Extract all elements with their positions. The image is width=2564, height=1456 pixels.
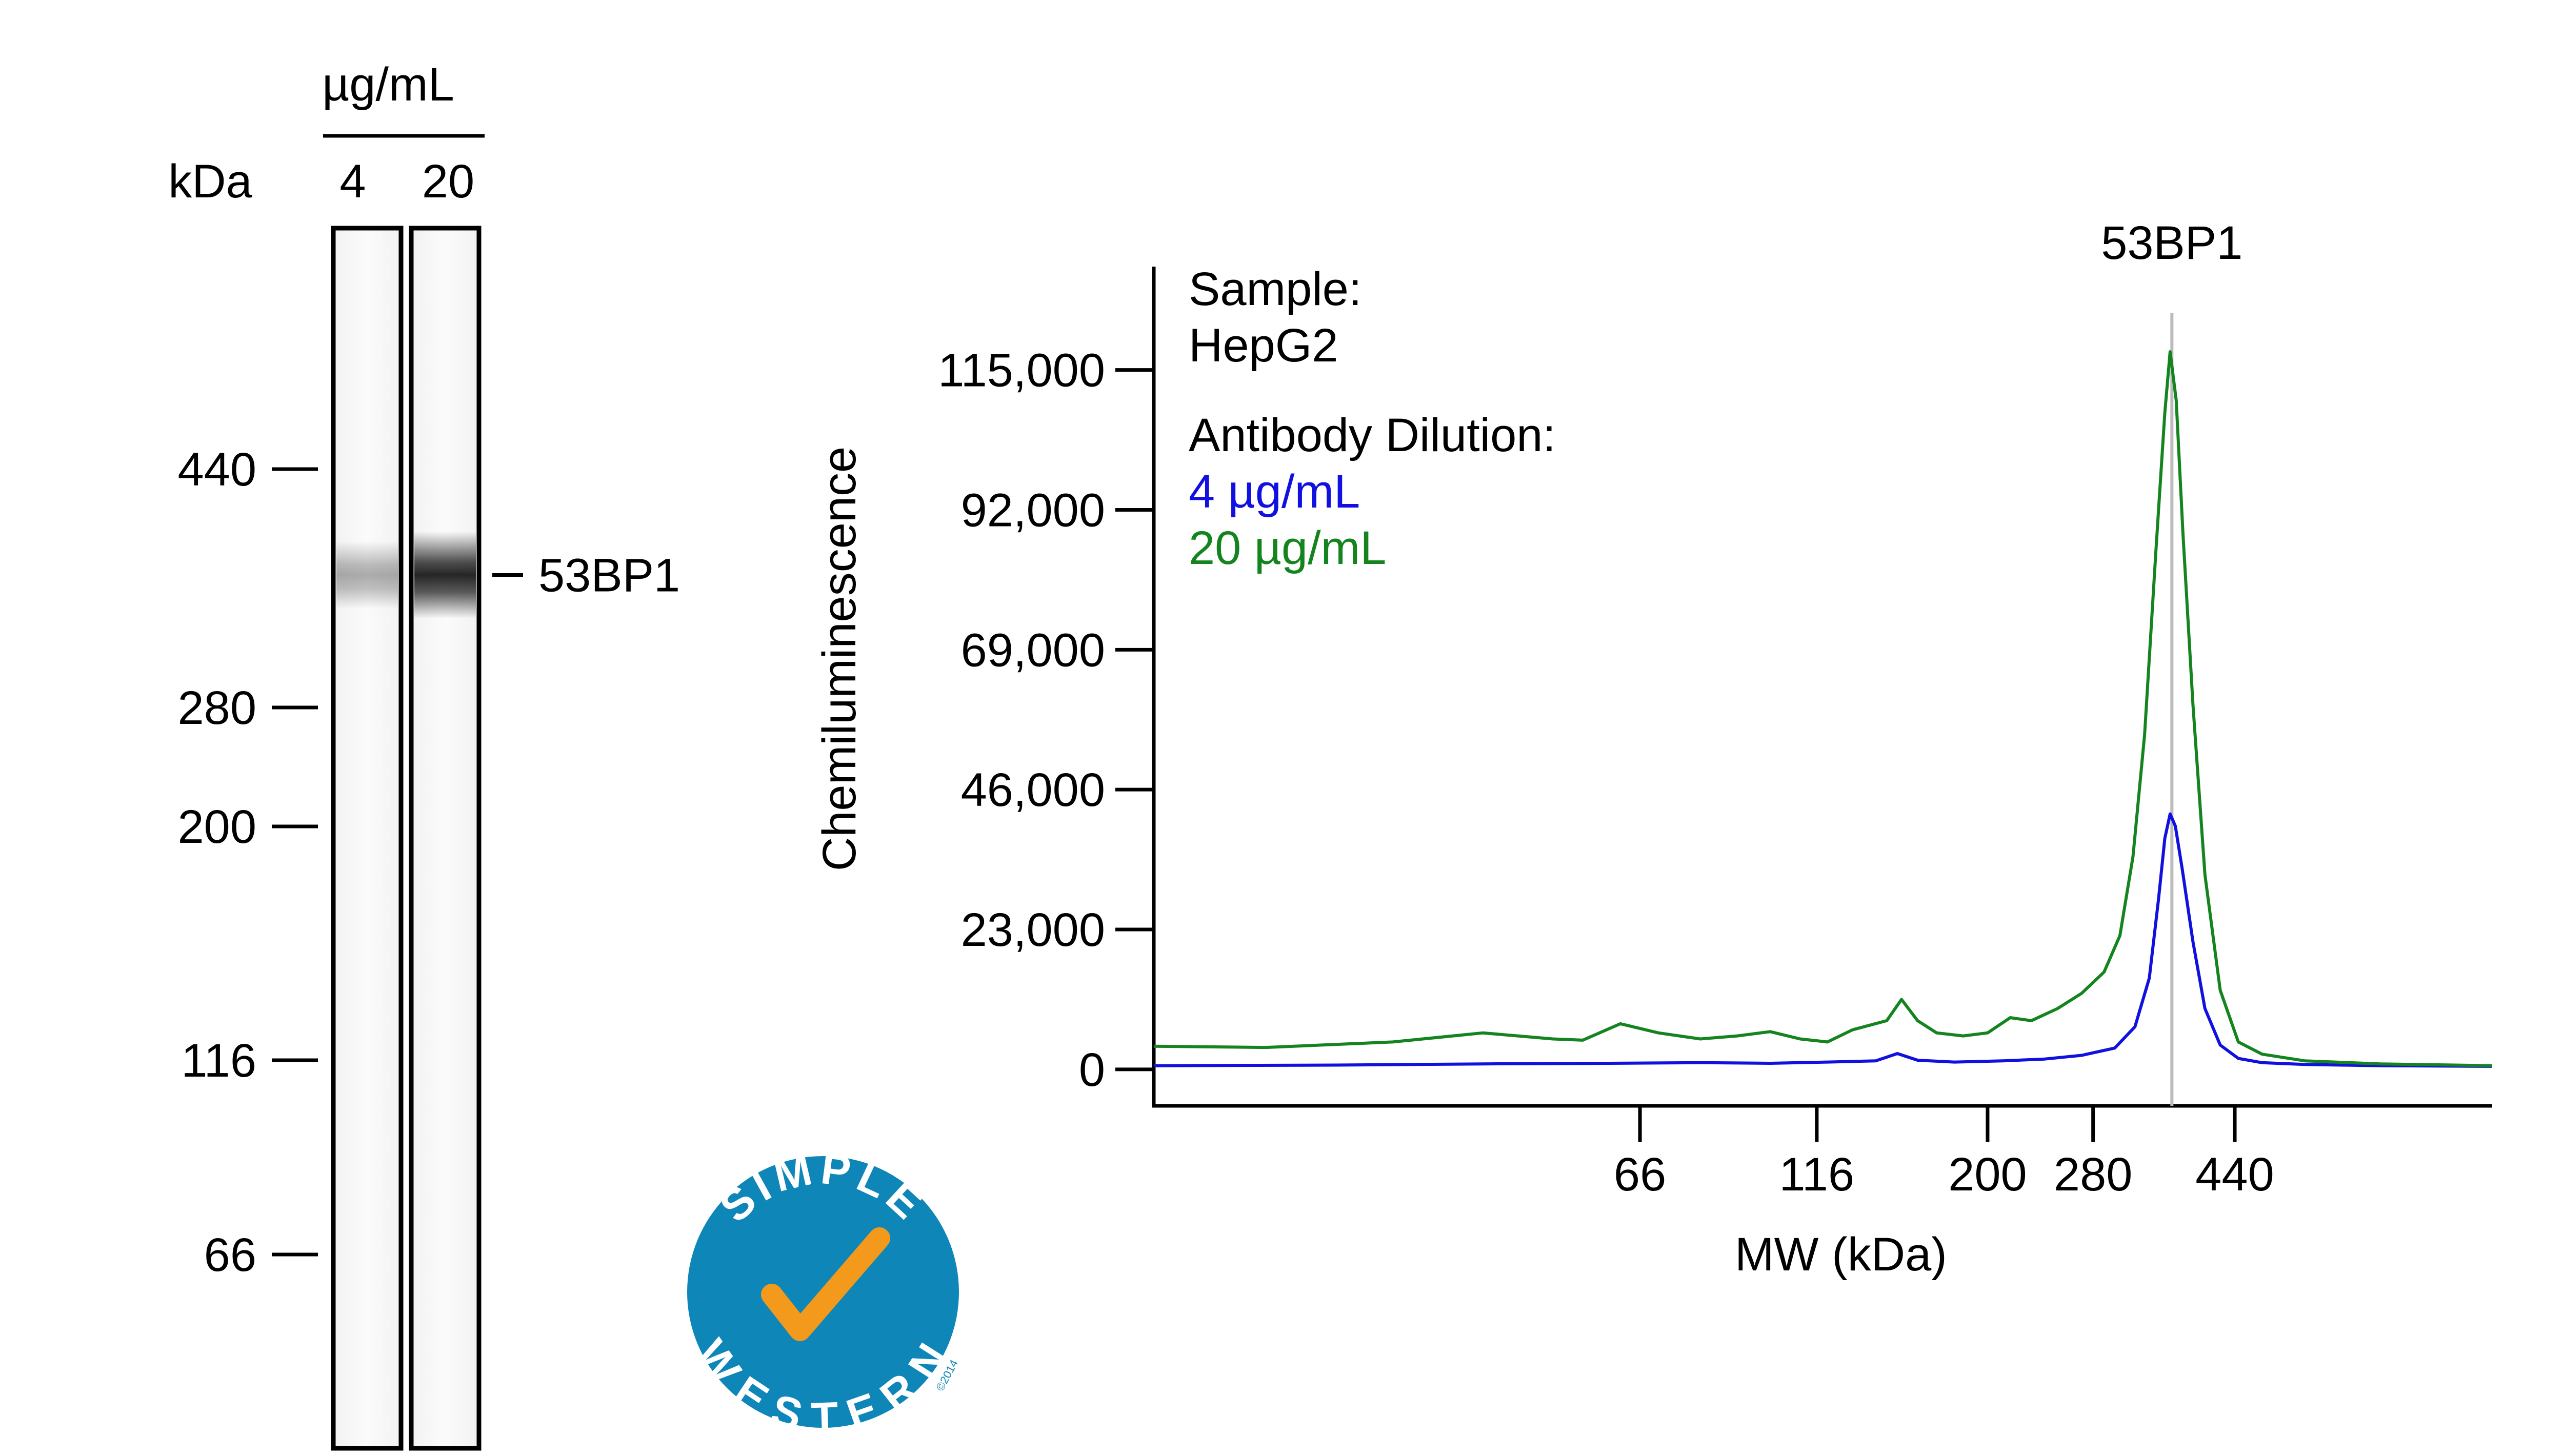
marker-116: 116 (181, 1035, 318, 1087)
blot-markers: 440 280 200 116 66 (178, 443, 318, 1281)
lane-2 (409, 226, 482, 1451)
y-ticks: 0 23,000 46,000 69,000 92,000 115,000 (938, 345, 1154, 1096)
legend-sample-value: HepG2 (1189, 319, 1338, 372)
y-tick-label: 69,000 (961, 624, 1105, 676)
kda-label: kDa (168, 155, 252, 208)
marker-label-440: 440 (178, 443, 257, 496)
series-line-1 (1153, 812, 2493, 1068)
marker-label-116: 116 (181, 1035, 256, 1087)
legend-series-2: 20 µg/mL (1189, 522, 1386, 574)
y-tick-label: 115,000 (938, 345, 1105, 397)
x-tick-label: 200 (1948, 1148, 2027, 1201)
y-tick-label: 23,000 (961, 904, 1105, 956)
lane-label-1: 4 (339, 155, 366, 208)
x-tick-label: 280 (2054, 1148, 2133, 1201)
marker-200: 200 (178, 801, 318, 853)
legend: Sample: HepG2 Antibody Dilution: 4 µg/mL… (1189, 263, 1556, 574)
check-icon (761, 1227, 890, 1341)
x-ticks: 66 116 200 280 440 (1614, 1106, 2274, 1201)
unit-header: µg/mL (322, 58, 454, 111)
band-label: 53BP1 (538, 549, 680, 601)
series-layer (1153, 350, 2493, 1068)
legend-dilution-label: Antibody Dilution: (1189, 409, 1556, 461)
y-tick-label: 92,000 (961, 484, 1105, 536)
band-lane-2 (414, 531, 476, 619)
marker-label-280: 280 (178, 682, 257, 734)
legend-series-1: 4 µg/mL (1189, 466, 1360, 518)
y-axis-title: Chemiluminescence (813, 447, 866, 871)
marker-label-200: 200 (178, 801, 257, 853)
x-axis-title: MW (kDa) (1735, 1228, 1947, 1281)
peak-label: 53BP1 (2101, 217, 2242, 269)
blot-panel: µg/mL kDa 4 20 440 280 200 (168, 58, 680, 1451)
band-lane-1 (336, 541, 398, 609)
x-tick-label: 440 (2195, 1148, 2274, 1201)
marker-440: 440 (178, 443, 318, 496)
x-tick-label: 116 (1779, 1148, 1855, 1201)
marker-66: 66 (204, 1229, 318, 1281)
x-tick-label: 66 (1614, 1148, 1666, 1201)
simple-western-logo: SIMPLE WESTERN ©2014 (686, 1144, 960, 1443)
series-line-2 (1153, 350, 2493, 1067)
legend-sample-label: Sample: (1189, 263, 1362, 315)
chart: 0 23,000 46,000 69,000 92,000 115,000 66 116 20… (813, 217, 2493, 1281)
marker-label-66: 66 (204, 1229, 256, 1281)
lane-1 (331, 226, 404, 1451)
lane-label-2: 20 (422, 155, 474, 208)
marker-280: 280 (178, 682, 318, 734)
y-tick-label: 0 (1079, 1044, 1105, 1096)
y-tick-label: 46,000 (961, 764, 1105, 816)
